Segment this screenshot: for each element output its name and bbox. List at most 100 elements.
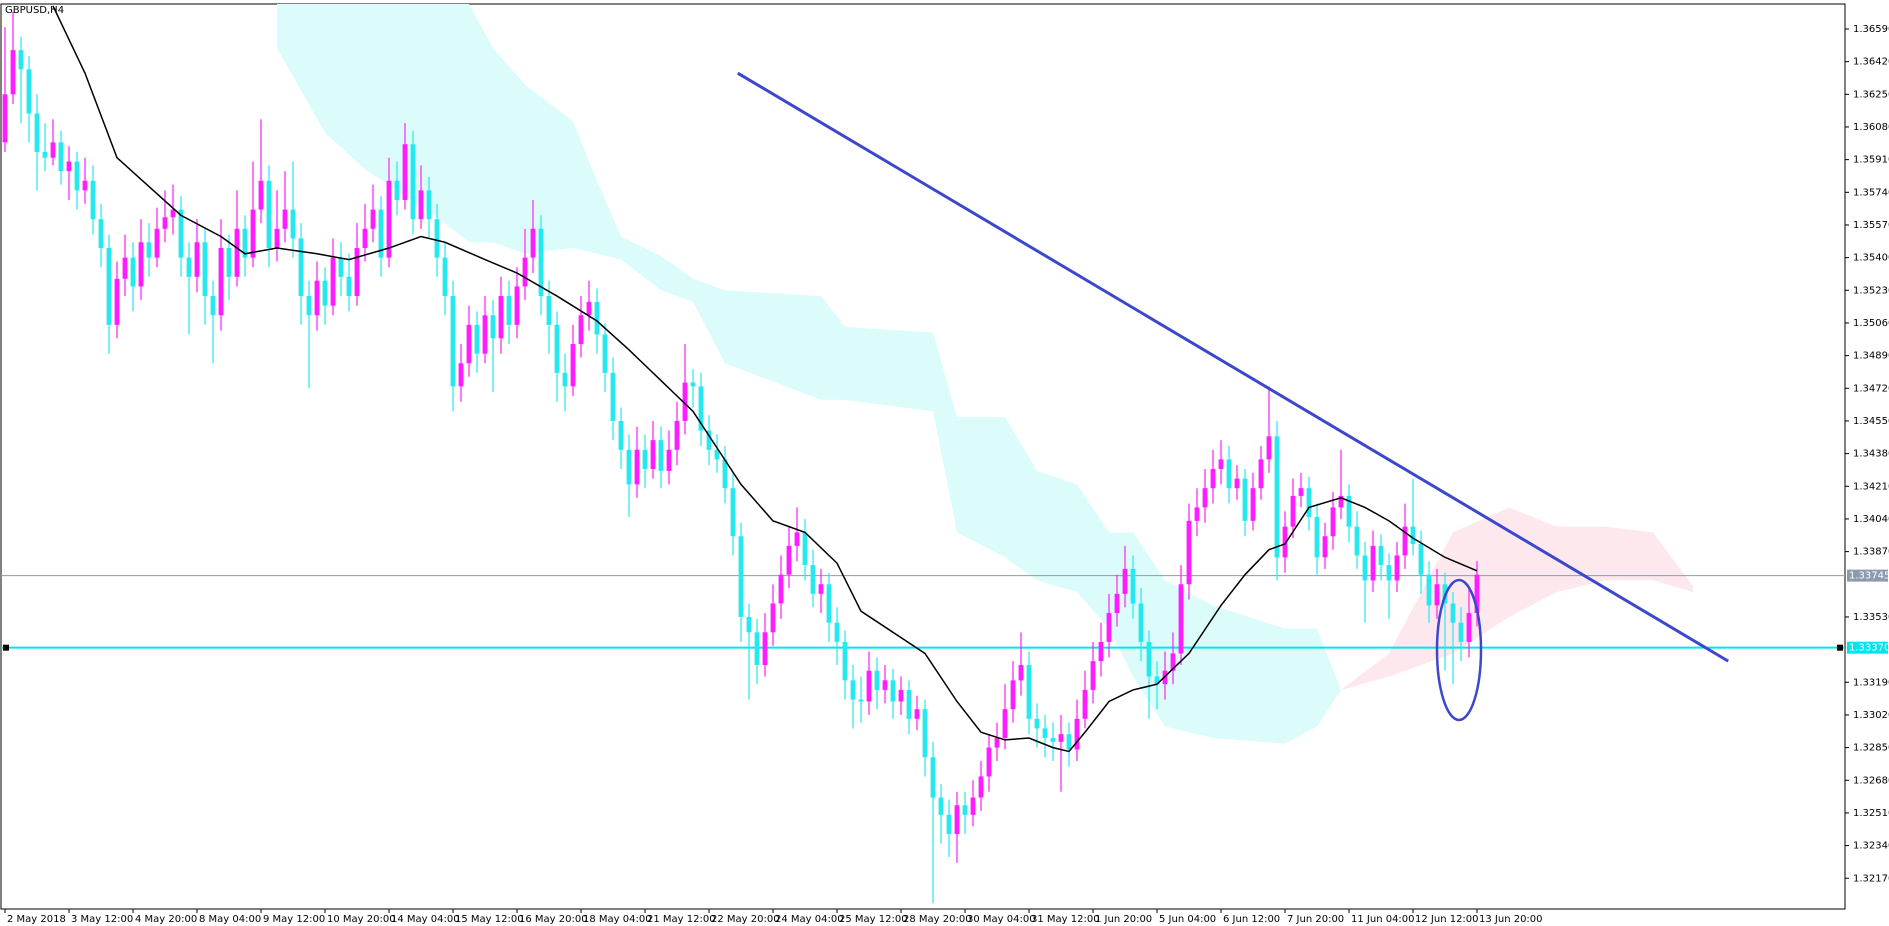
candle-body: [1082, 689, 1088, 719]
candle-body: [26, 69, 32, 114]
candle-body: [1154, 676, 1160, 685]
candle-body: [746, 616, 752, 633]
x-tick-label: 24 May 04:00: [775, 914, 844, 925]
price-label-box: [1847, 569, 1888, 582]
x-tick-label: 1 Jun 20:00: [1095, 914, 1152, 925]
x-tick-label: 9 May 12:00: [263, 914, 325, 925]
cloud-layer: [277, 4, 1693, 744]
x-tick-label: 25 May 12:00: [839, 914, 908, 925]
candle-body: [1074, 718, 1080, 750]
y-tick-label: 1.33190: [1853, 677, 1889, 688]
candle-body: [250, 209, 256, 258]
price-label: 1.33370: [1849, 643, 1889, 654]
x-tick-label: 16 May 20:00: [519, 914, 588, 925]
x-tick-label: 22 May 20:00: [711, 914, 780, 925]
chart-title: GBPUSD,H4: [5, 5, 64, 16]
candle-body: [866, 670, 872, 702]
candle-body: [1394, 555, 1400, 581]
line-handle: [3, 644, 9, 651]
candle-body: [858, 699, 864, 702]
candle-body: [402, 144, 408, 200]
ichimoku-cloud: [277, 4, 1341, 744]
candle-body: [210, 296, 216, 316]
candle-body: [1218, 459, 1224, 469]
candle-body: [538, 228, 544, 297]
candle-body: [162, 217, 168, 229]
candle-body: [1314, 517, 1320, 558]
candle-body: [18, 50, 24, 70]
candle-body: [698, 386, 704, 431]
x-tick-label: 14 May 04:00: [391, 914, 460, 925]
candle-body: [738, 536, 744, 617]
candle-body: [786, 545, 792, 575]
candle-body: [458, 363, 464, 387]
x-tick-label: 3 May 12:00: [71, 914, 133, 925]
candle-body: [906, 689, 912, 719]
x-tick-label: 7 Jun 20:00: [1287, 914, 1344, 925]
candle-body: [802, 532, 808, 566]
x-tick-label: 13 Jun 20:00: [1479, 914, 1543, 925]
candle-body: [610, 372, 616, 421]
candle-body: [658, 440, 664, 471]
candle-body: [1418, 543, 1424, 575]
x-tick-label: 31 May 12:00: [1031, 914, 1100, 925]
candle-body: [1106, 613, 1112, 642]
candle-body: [1370, 545, 1376, 581]
candle-body: [1274, 436, 1280, 558]
candle-body: [754, 632, 760, 665]
candle-body: [778, 574, 784, 604]
candle-body: [826, 584, 832, 623]
candle-body: [1242, 478, 1248, 521]
y-tick-label: 1.34380: [1853, 449, 1889, 460]
candle-body: [418, 190, 424, 220]
y-tick-label: 1.34550: [1853, 416, 1889, 427]
y-tick-label: 1.32340: [1853, 841, 1889, 852]
y-tick-label: 1.33530: [1853, 612, 1889, 623]
y-tick-label: 1.32510: [1853, 808, 1889, 819]
candle-body: [1210, 468, 1216, 489]
candle-body: [626, 449, 632, 485]
candle-body: [498, 296, 504, 339]
candle-body: [506, 296, 512, 325]
ichimoku-cloud: [1341, 507, 1693, 690]
y-tick-label: 1.32170: [1853, 873, 1889, 884]
candle-body: [1178, 584, 1184, 654]
candle-body: [578, 315, 584, 345]
candle-body: [762, 632, 768, 665]
candle-body: [954, 805, 960, 835]
candle-body: [1090, 661, 1096, 690]
candle-body: [10, 50, 16, 95]
candle-body: [978, 776, 984, 798]
candle-body: [1186, 520, 1192, 585]
y-tick-label: 1.34040: [1853, 514, 1889, 525]
candle-body: [306, 296, 312, 316]
candle-body: [1050, 737, 1056, 742]
candle-body: [898, 689, 904, 702]
candle-body: [1378, 545, 1384, 566]
candle-body: [1282, 526, 1288, 558]
candle-body: [634, 449, 640, 485]
candle-body: [890, 680, 896, 702]
x-tick-label: 8 May 04:00: [199, 914, 261, 925]
axis-layer: 1.36590 1.36420 1.36250 1.36080 1.35910 1.357…: [3, 24, 1889, 925]
plot-frame: [0, 3, 1846, 910]
y-tick-label: 1.35230: [1853, 285, 1889, 296]
candle-body: [874, 670, 880, 690]
y-tick-label: 1.36420: [1853, 57, 1889, 68]
candle-body: [1130, 568, 1136, 604]
y-tick-label: 1.36250: [1853, 89, 1889, 100]
y-tick-label: 1.35400: [1853, 253, 1889, 264]
x-tick-label: 5 Jun 04:00: [1159, 914, 1216, 925]
candle-body: [442, 257, 448, 297]
candle-body: [1258, 459, 1264, 489]
candle-body: [850, 680, 856, 700]
candle-body: [922, 709, 928, 758]
candle-body: [1458, 622, 1464, 642]
candle-body: [466, 324, 472, 364]
price-label-box: [1847, 641, 1888, 654]
candle-body: [314, 280, 320, 316]
candle-body: [426, 190, 432, 220]
candle-body: [258, 180, 264, 210]
candle-body: [410, 144, 416, 220]
candle-body: [994, 737, 1000, 748]
